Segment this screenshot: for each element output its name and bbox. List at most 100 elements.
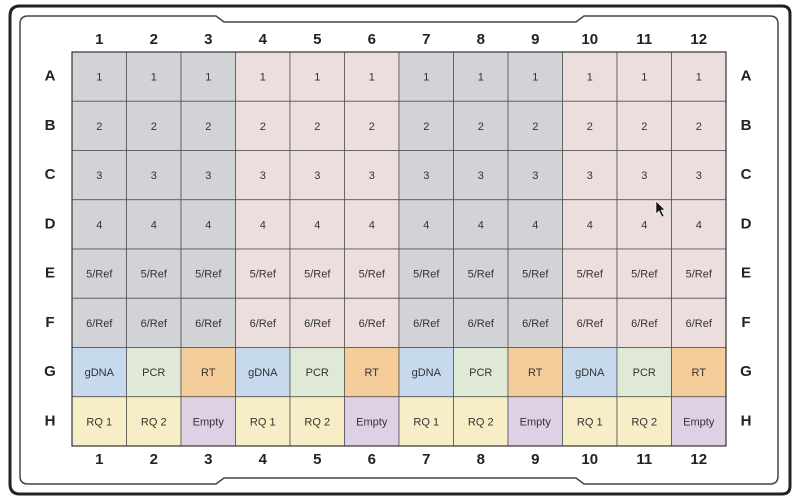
row-label: F bbox=[741, 314, 750, 331]
column-label: 7 bbox=[422, 451, 430, 468]
column-label: 9 bbox=[531, 31, 539, 48]
well-label: gDNA bbox=[248, 367, 278, 379]
well-label: 5/Ref bbox=[304, 269, 331, 281]
row-label: B bbox=[741, 117, 752, 134]
well bbox=[235, 347, 291, 398]
well-label: Empty bbox=[520, 416, 552, 428]
row-label: A bbox=[741, 68, 752, 85]
column-label: 4 bbox=[259, 451, 268, 468]
row-label: B bbox=[45, 117, 56, 134]
well bbox=[671, 100, 727, 151]
well bbox=[126, 347, 182, 398]
well bbox=[289, 199, 345, 250]
well-label: 1 bbox=[532, 72, 538, 84]
well-label: 5/Ref bbox=[413, 269, 440, 281]
well bbox=[180, 150, 236, 201]
well bbox=[71, 396, 127, 447]
well-label: 1 bbox=[205, 72, 211, 84]
well bbox=[616, 248, 672, 299]
well bbox=[398, 248, 454, 299]
column-label: 6 bbox=[368, 451, 376, 468]
well-label: 5/Ref bbox=[577, 269, 604, 281]
well bbox=[453, 199, 509, 250]
well-label: 2 bbox=[369, 121, 375, 133]
well bbox=[398, 100, 454, 151]
well-label: PCR bbox=[306, 367, 329, 379]
well-label: 1 bbox=[641, 72, 647, 84]
column-label: 6 bbox=[368, 31, 376, 48]
well-label: 3 bbox=[314, 170, 320, 182]
well-label: 3 bbox=[205, 170, 211, 182]
well-label: 4 bbox=[478, 219, 484, 231]
well bbox=[616, 396, 672, 447]
well-label: 5/Ref bbox=[522, 269, 549, 281]
well-label: 6/Ref bbox=[304, 318, 331, 330]
column-label: 4 bbox=[259, 31, 268, 48]
well bbox=[507, 199, 563, 250]
column-label: 9 bbox=[531, 451, 539, 468]
well-label: 6/Ref bbox=[359, 318, 386, 330]
well-label: 1 bbox=[151, 72, 157, 84]
well-label: RQ 2 bbox=[631, 416, 657, 428]
well bbox=[71, 51, 127, 102]
well-label: 2 bbox=[314, 121, 320, 133]
well bbox=[126, 51, 182, 102]
column-label: 11 bbox=[636, 451, 652, 468]
well bbox=[562, 150, 618, 201]
well bbox=[671, 396, 727, 447]
well bbox=[180, 199, 236, 250]
well-label: 6/Ref bbox=[631, 318, 658, 330]
well-label: 5/Ref bbox=[86, 269, 113, 281]
well-label: 3 bbox=[696, 170, 702, 182]
well bbox=[235, 199, 291, 250]
well-label: Empty bbox=[193, 416, 225, 428]
well bbox=[344, 396, 400, 447]
well-label: 5/Ref bbox=[359, 269, 386, 281]
row-label: E bbox=[45, 265, 55, 282]
well bbox=[562, 347, 618, 398]
well bbox=[616, 347, 672, 398]
well-label: 4 bbox=[260, 219, 266, 231]
well bbox=[507, 396, 563, 447]
well bbox=[126, 248, 182, 299]
well bbox=[453, 100, 509, 151]
well-label: RQ 1 bbox=[250, 416, 276, 428]
well-label: 5/Ref bbox=[686, 269, 713, 281]
well-label: 1 bbox=[587, 72, 593, 84]
well-label: gDNA bbox=[412, 367, 442, 379]
well bbox=[235, 100, 291, 151]
well-label: RQ 2 bbox=[141, 416, 167, 428]
well-label: 5/Ref bbox=[250, 269, 277, 281]
well-label: 5/Ref bbox=[195, 269, 222, 281]
well bbox=[344, 150, 400, 201]
column-label: 2 bbox=[150, 451, 158, 468]
well-label: 3 bbox=[587, 170, 593, 182]
well-label: 1 bbox=[696, 72, 702, 84]
well-label: 1 bbox=[369, 72, 375, 84]
well-label: PCR bbox=[633, 367, 656, 379]
well-label: 2 bbox=[260, 121, 266, 133]
column-label: 5 bbox=[313, 451, 321, 468]
column-label: 11 bbox=[636, 31, 652, 48]
well bbox=[344, 100, 400, 151]
well-label: 4 bbox=[587, 219, 593, 231]
well bbox=[398, 297, 454, 348]
well-label: RQ 1 bbox=[413, 416, 439, 428]
well-label: 1 bbox=[96, 72, 102, 84]
well bbox=[235, 150, 291, 201]
well-label: 4 bbox=[96, 219, 102, 231]
well-label: 3 bbox=[478, 170, 484, 182]
well bbox=[562, 396, 618, 447]
well-label: 5/Ref bbox=[141, 269, 168, 281]
well bbox=[671, 248, 727, 299]
well-label: Empty bbox=[356, 416, 388, 428]
well bbox=[126, 150, 182, 201]
well-label: 4 bbox=[532, 219, 538, 231]
well bbox=[453, 347, 509, 398]
well bbox=[562, 248, 618, 299]
well-label: 6/Ref bbox=[195, 318, 222, 330]
well-label: 3 bbox=[260, 170, 266, 182]
well bbox=[507, 150, 563, 201]
row-label: A bbox=[45, 68, 56, 85]
column-label: 3 bbox=[204, 451, 212, 468]
